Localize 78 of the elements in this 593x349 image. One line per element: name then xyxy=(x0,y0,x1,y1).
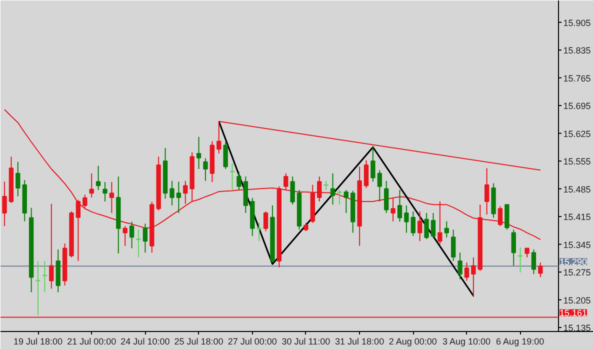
candlestick xyxy=(223,142,228,170)
x-tick-label: 19 Jul 18:00 xyxy=(13,336,63,346)
candlestick xyxy=(142,223,148,254)
candlestick xyxy=(129,221,134,249)
candlestick xyxy=(89,172,94,198)
candlestick xyxy=(196,136,202,170)
candlestick xyxy=(344,189,348,214)
candlestick xyxy=(82,194,88,208)
candlestick xyxy=(450,229,456,262)
y-tick-label: 15.555 xyxy=(563,156,591,167)
ref-line-label: 15.290 xyxy=(560,257,588,268)
y-tick-label: 15.135 xyxy=(563,323,591,334)
y-tick-label: 15.765 xyxy=(563,73,591,84)
x-tick-label: 2 Aug 00:00 xyxy=(388,336,437,346)
candlestick xyxy=(370,145,376,182)
ref-line-label: 15.161 xyxy=(560,308,588,318)
candlestick xyxy=(102,182,108,202)
candlestick xyxy=(284,172,288,190)
candlestick xyxy=(290,176,295,206)
x-tick-label: 21 Jul 00:00 xyxy=(67,336,116,346)
candlestick xyxy=(424,212,429,240)
x-tick-label: 30 Jul 11:00 xyxy=(282,336,330,346)
candlestick xyxy=(16,161,20,197)
candlestick xyxy=(49,203,54,290)
candlestick xyxy=(2,181,7,227)
x-tick-label: 6 Aug 19:00 xyxy=(496,336,544,346)
candlestick xyxy=(390,197,396,222)
candlestick xyxy=(122,226,128,246)
candlestick xyxy=(471,256,476,298)
candlestick xyxy=(109,182,114,214)
candlestick xyxy=(430,212,436,238)
y-tick-label: 15.415 xyxy=(563,212,591,222)
y-tick-label: 15.905 xyxy=(563,18,591,28)
y-tick-label: 15.345 xyxy=(563,240,591,250)
candlestick xyxy=(384,180,389,214)
x-tick-label: 24 Jul 10:00 xyxy=(120,336,170,346)
candlestick xyxy=(524,248,530,258)
candlestick xyxy=(96,165,101,190)
candlestick xyxy=(404,204,409,234)
candlestick xyxy=(538,262,543,278)
candlestick xyxy=(183,180,188,204)
candlestick xyxy=(498,206,503,227)
candlestick xyxy=(256,222,262,242)
y-tick-label: 15.485 xyxy=(563,184,591,194)
candlestick xyxy=(531,248,536,275)
y-tick-label: 15.275 xyxy=(563,268,591,278)
candlestick xyxy=(410,210,416,236)
candlestick xyxy=(176,181,182,214)
candlestick xyxy=(418,210,422,242)
candlestick xyxy=(36,260,40,316)
candlestick xyxy=(337,189,342,206)
line-series xyxy=(218,120,474,297)
y-tick-label: 15.205 xyxy=(563,295,591,306)
candlestick xyxy=(458,252,462,280)
y-tick-label: 15.835 xyxy=(563,46,591,56)
candlestick xyxy=(317,176,322,202)
candlestick xyxy=(364,160,369,188)
x-tick-label: 25 Jul 18:00 xyxy=(174,336,224,346)
candlestick xyxy=(42,260,48,293)
x-tick-label: 3 Aug 10:00 xyxy=(442,336,491,346)
candlestick xyxy=(330,172,336,206)
y-tick-label: 15.695 xyxy=(563,101,591,112)
candlestick xyxy=(377,170,382,202)
candlestick xyxy=(484,168,490,216)
candlestick xyxy=(136,229,141,258)
x-tick-label: 31 Jul 18:00 xyxy=(335,336,384,346)
candlestick xyxy=(236,171,242,190)
candlestick xyxy=(444,220,449,238)
x-tick-label: 27 Jul 00:00 xyxy=(228,336,277,346)
candlestick xyxy=(397,189,402,222)
candlestick xyxy=(511,229,516,266)
candlestick xyxy=(203,158,208,182)
candlestick xyxy=(504,204,510,230)
candlestick xyxy=(263,210,268,232)
candlestick xyxy=(464,262,470,282)
candlestick xyxy=(170,180,174,206)
y-tick-label: 15.625 xyxy=(563,128,591,139)
candlestick xyxy=(243,176,248,214)
